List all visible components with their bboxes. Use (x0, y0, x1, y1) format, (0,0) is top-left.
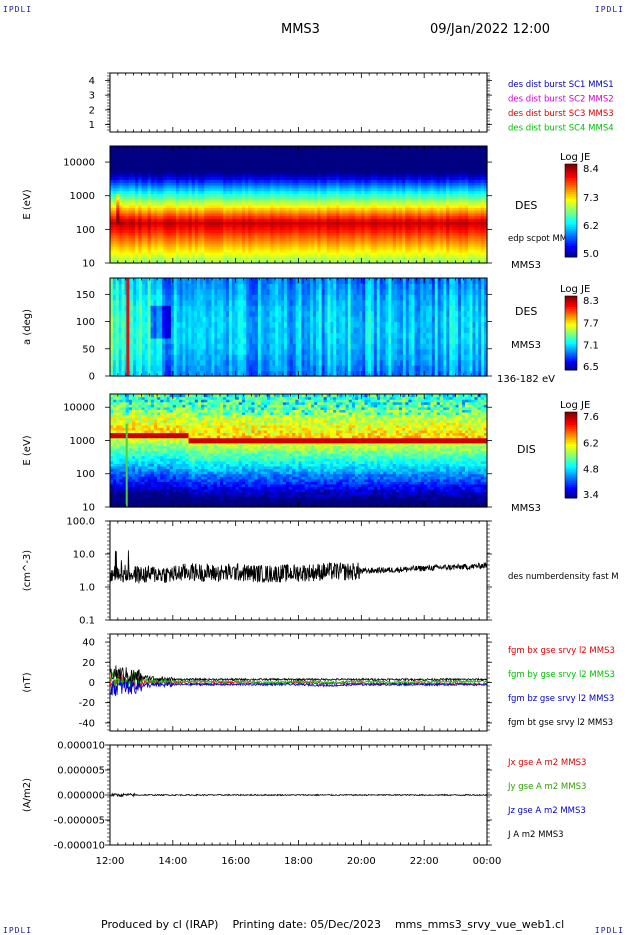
legend-entry-4: des dist burst SC4 MMS4 (508, 124, 614, 134)
des-spectrogram (110, 146, 488, 264)
y-tick-label: 1 (89, 120, 95, 131)
panel-availability-frame (110, 73, 487, 132)
legend-entry-1: des dist burst SC1 MMS1 (508, 80, 614, 90)
legend-entry-3: des dist burst SC3 MMS3 (508, 109, 614, 119)
y-tick-label: 3 (89, 91, 95, 102)
legend-entry-2: des dist burst SC2 MMS2 (508, 95, 614, 105)
y-tick-label: 2 (89, 105, 95, 116)
y-tick-label: 4 (89, 76, 95, 87)
